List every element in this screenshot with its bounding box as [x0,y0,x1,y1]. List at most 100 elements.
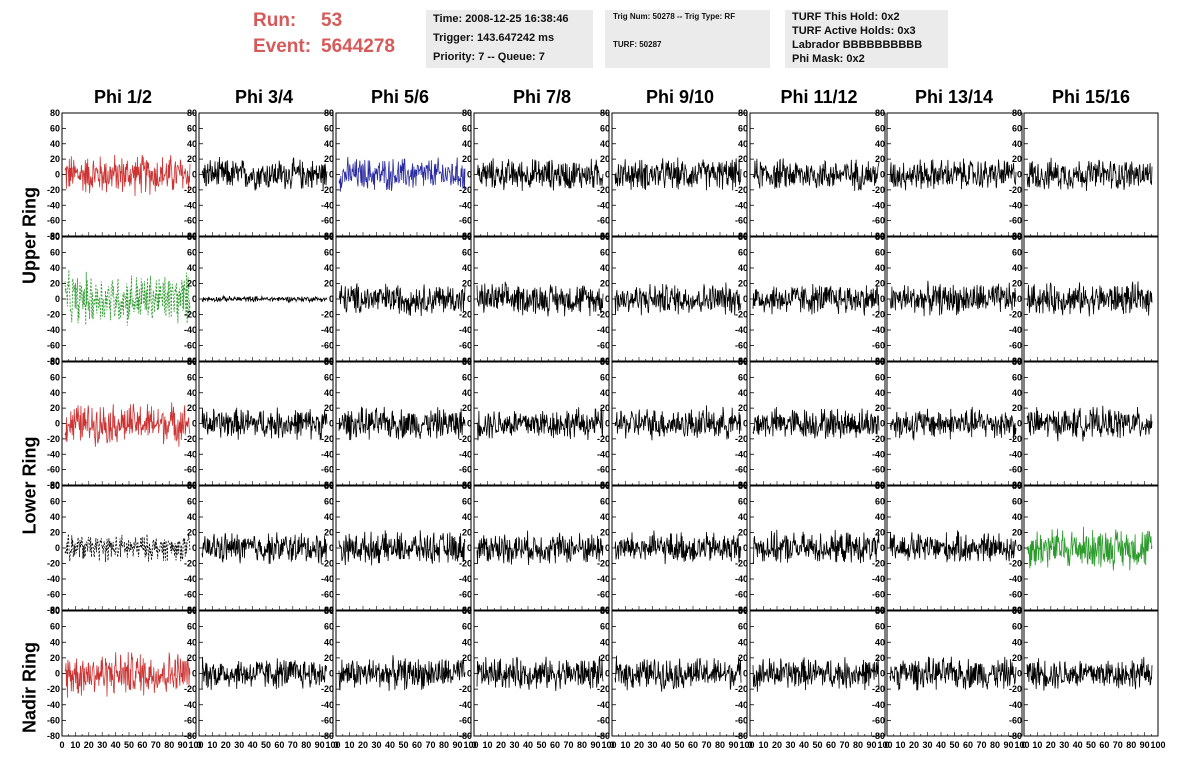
x-tick-label: 100 [188,740,203,750]
x-tick-label: 90 [452,740,462,750]
y-tick-label: 60 [600,372,610,382]
y-tick-label: 0 [467,294,472,304]
x-tick-label: 30 [647,740,657,750]
waveform-trace [201,532,328,564]
y-tick-label: -80 [47,605,60,615]
y-tick-label: -80 [321,480,334,490]
y-tick-label: 20 [875,653,885,663]
y-tick-label: -20 [1009,559,1022,569]
y-tick-label: 40 [462,388,472,398]
x-tick-label: 100 [601,740,616,750]
y-tick-label: 0 [329,294,334,304]
y-tick-label: -20 [872,434,885,444]
x-tick-label: 10 [482,740,492,750]
y-tick-label: 40 [50,139,60,149]
y-tick-label: 80 [462,232,472,242]
x-tick-label: 40 [661,740,671,750]
y-tick-label: -40 [459,449,472,459]
y-tick-label: 0 [55,170,60,180]
y-tick-label: 60 [1012,497,1022,507]
y-tick-label: -60 [872,715,885,725]
y-tick-label: 40 [324,263,334,273]
y-tick-label: -80 [872,731,885,741]
x-tick-label: 90 [315,740,325,750]
y-tick-label: -40 [735,325,748,335]
y-tick-label: -60 [1009,465,1022,475]
y-tick-label: -60 [321,465,334,475]
y-tick-label: -60 [1009,590,1022,600]
x-tick-label: 10 [344,740,354,750]
y-tick-label: 20 [462,154,472,164]
phi-mask-text: Phi Mask: 0x2 [792,53,865,65]
y-tick-label: 20 [600,653,610,663]
waveform-trace [201,156,328,191]
y-tick-label: -80 [459,480,472,490]
column-header-phi-9-10: Phi 9/10 [645,87,715,107]
y-tick-label: 0 [192,669,197,679]
x-tick-label: 50 [536,740,546,750]
y-tick-label: -40 [184,449,197,459]
y-tick-label: -20 [597,185,610,195]
y-tick-label: -40 [321,574,334,584]
y-tick-label: 60 [462,123,472,133]
y-tick-label: -40 [184,200,197,210]
waveform-trace [614,157,742,191]
x-tick-label: 80 [1126,740,1136,750]
y-tick-label: 0 [605,419,610,429]
y-tick-label: 0 [329,170,334,180]
y-tick-label: 0 [880,669,885,679]
y-tick-label: -80 [735,480,748,490]
y-tick-label: -20 [459,559,472,569]
y-tick-label: -20 [321,559,334,569]
y-tick-label: 40 [875,637,885,647]
y-tick-label: -60 [459,216,472,226]
y-tick-label: 20 [875,528,885,538]
x-tick-label: 90 [178,740,188,750]
x-tick-label: 90 [866,740,876,750]
y-tick-label: 60 [187,372,197,382]
y-tick-label: 80 [462,481,472,491]
x-tick-label: 10 [895,740,905,750]
y-tick-label: -80 [459,731,472,741]
waveform-trace [64,402,191,447]
waveform-trace [1026,405,1153,442]
y-tick-label: -80 [321,356,334,366]
y-tick-label: 60 [462,622,472,632]
y-tick-label: 60 [875,622,885,632]
y-tick-label: 0 [192,419,197,429]
y-tick-label: -20 [459,684,472,694]
x-tick-label: 40 [799,740,809,750]
x-tick-label: 80 [990,740,1000,750]
y-tick-label: -40 [1009,200,1022,210]
x-tick-label: 0 [196,740,201,750]
y-tick-label: -40 [459,574,472,584]
y-tick-label: -40 [872,700,885,710]
y-tick-label: 40 [738,263,748,273]
y-tick-label: 20 [187,653,197,663]
y-tick-label: -20 [872,310,885,320]
y-tick-label: -60 [47,465,60,475]
y-tick-label: 80 [1012,606,1022,616]
turf-text: TURF: 50287 [613,40,662,49]
y-tick-label: -60 [47,715,60,725]
y-tick-label: -60 [872,341,885,351]
waveform-trace [1026,526,1153,571]
x-tick-label: 20 [84,740,94,750]
y-tick-label: -80 [735,231,748,241]
x-tick-label: 100 [463,740,478,750]
y-tick-label: -20 [459,434,472,444]
y-tick-label: 80 [1012,108,1022,118]
x-tick-label: 80 [715,740,725,750]
y-tick-label: 80 [187,606,197,616]
x-tick-label: 30 [1059,740,1069,750]
y-tick-label: 20 [462,279,472,289]
y-tick-label: 40 [1012,637,1022,647]
y-tick-label: -60 [184,715,197,725]
y-tick-label: 20 [738,403,748,413]
y-tick-label: 60 [1012,372,1022,382]
y-tick-label: -20 [459,185,472,195]
y-tick-label: 40 [462,637,472,647]
x-tick-label: 30 [785,740,795,750]
y-tick-label: -20 [872,684,885,694]
y-tick-label: -20 [459,310,472,320]
